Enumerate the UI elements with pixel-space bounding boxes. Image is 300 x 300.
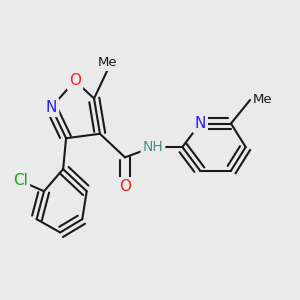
Text: N: N: [46, 100, 57, 115]
Text: N: N: [194, 116, 206, 131]
Text: Me: Me: [98, 56, 117, 69]
Text: NH: NH: [142, 140, 163, 154]
Text: Me: Me: [253, 93, 273, 106]
Text: O: O: [119, 179, 131, 194]
Text: Cl: Cl: [13, 173, 28, 188]
Text: O: O: [69, 73, 81, 88]
